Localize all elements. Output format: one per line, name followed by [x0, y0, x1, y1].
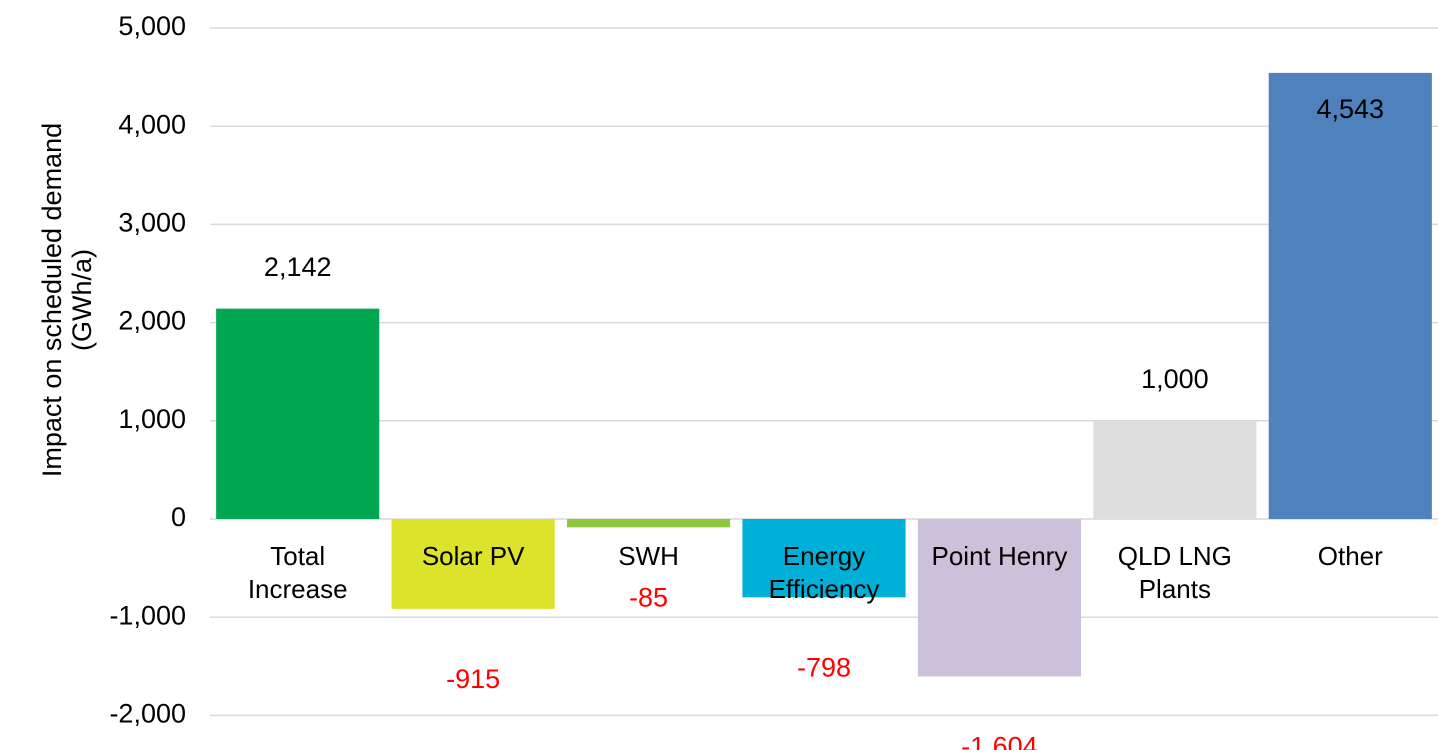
value-label: -915 [446, 664, 500, 694]
bar [917, 519, 1082, 677]
x-tick-label-box: Energy Efficiency [768, 541, 880, 604]
bar [566, 519, 731, 528]
x-tick-label: Total Increase [247, 541, 348, 604]
bar [1268, 72, 1432, 519]
y-tick-label: 4,000 [118, 109, 186, 139]
x-tick-label: Point Henry [931, 541, 1068, 571]
x-tick-label-box: Solar PV [421, 541, 525, 571]
y-tick-label: 5,000 [118, 11, 186, 41]
y-tick-label: -1,000 [109, 600, 186, 630]
bar [216, 308, 380, 519]
bar [1093, 420, 1257, 519]
y-tick-label: -2,000 [109, 699, 186, 729]
x-tick-label-box: SWH [618, 541, 679, 571]
bar [391, 519, 555, 609]
x-tick-label: Energy Efficiency [768, 541, 880, 604]
y-tick-label: 0 [171, 502, 186, 532]
bar [742, 519, 906, 598]
x-tick-label: Other [1317, 541, 1383, 571]
x-tick-label-box: QLD LNG Plants [1117, 541, 1232, 604]
x-tick-label-box: Other [1317, 541, 1383, 571]
value-label: 1,000 [1141, 364, 1209, 394]
value-label: -85 [629, 582, 668, 612]
x-tick-label-box: Point Henry [931, 541, 1068, 571]
x-tick-label: QLD LNG Plants [1117, 541, 1232, 604]
value-label: -798 [797, 652, 851, 682]
y-tick-label: 2,000 [118, 306, 186, 336]
x-tick-label: Solar PV [421, 541, 525, 571]
x-tick-label: SWH [618, 541, 679, 571]
value-label: 2,142 [264, 252, 332, 282]
y-axis-title-box: Impact on scheduled demand (GWh/a) [38, 122, 97, 478]
value-label: 4,543 [1316, 94, 1384, 124]
value-label: -1,604 [961, 732, 1038, 750]
y-axis-title: Impact on scheduled demand (GWh/a) [38, 122, 97, 478]
y-tick-label: 1,000 [118, 404, 186, 434]
y-tick-label: 3,000 [118, 208, 186, 238]
x-tick-label-box: Total Increase [247, 541, 348, 604]
